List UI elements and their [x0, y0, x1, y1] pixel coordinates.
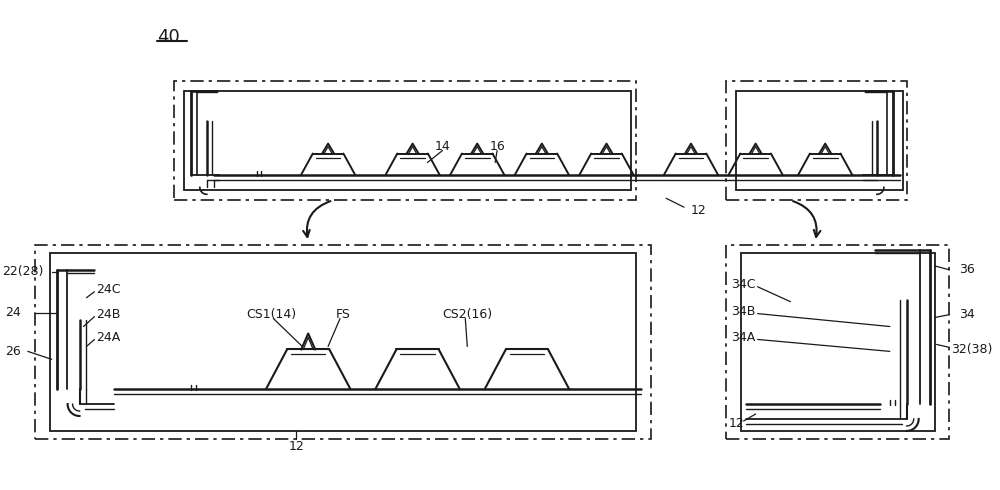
- Text: CS2(16): CS2(16): [442, 308, 493, 321]
- Text: 14: 14: [435, 140, 450, 153]
- Text: 12: 12: [288, 441, 304, 453]
- Bar: [50, 253, 636, 431]
- Text: 34C: 34C: [731, 278, 755, 291]
- Text: 34: 34: [959, 308, 975, 321]
- Text: 32(38): 32(38): [951, 343, 993, 356]
- Text: 16: 16: [489, 140, 505, 153]
- Text: 12: 12: [691, 204, 707, 217]
- Text: 36: 36: [959, 263, 975, 276]
- Bar: [741, 253, 935, 431]
- Bar: [726, 245, 949, 439]
- Bar: [174, 81, 636, 200]
- Bar: [184, 91, 631, 190]
- Bar: [726, 81, 907, 200]
- Text: 34B: 34B: [731, 305, 755, 318]
- Text: 40: 40: [157, 28, 180, 46]
- Text: 26: 26: [5, 345, 21, 358]
- Text: 24B: 24B: [96, 308, 121, 321]
- Bar: [35, 245, 651, 439]
- Text: 24A: 24A: [96, 331, 121, 344]
- Text: 24C: 24C: [96, 283, 121, 296]
- Text: FS: FS: [336, 308, 351, 321]
- Text: CS1(14): CS1(14): [247, 308, 297, 321]
- Text: 24: 24: [5, 306, 21, 319]
- Text: 22(28): 22(28): [2, 266, 43, 278]
- Text: 34A: 34A: [731, 331, 755, 344]
- Text: 12: 12: [729, 417, 745, 430]
- Bar: [736, 91, 903, 190]
